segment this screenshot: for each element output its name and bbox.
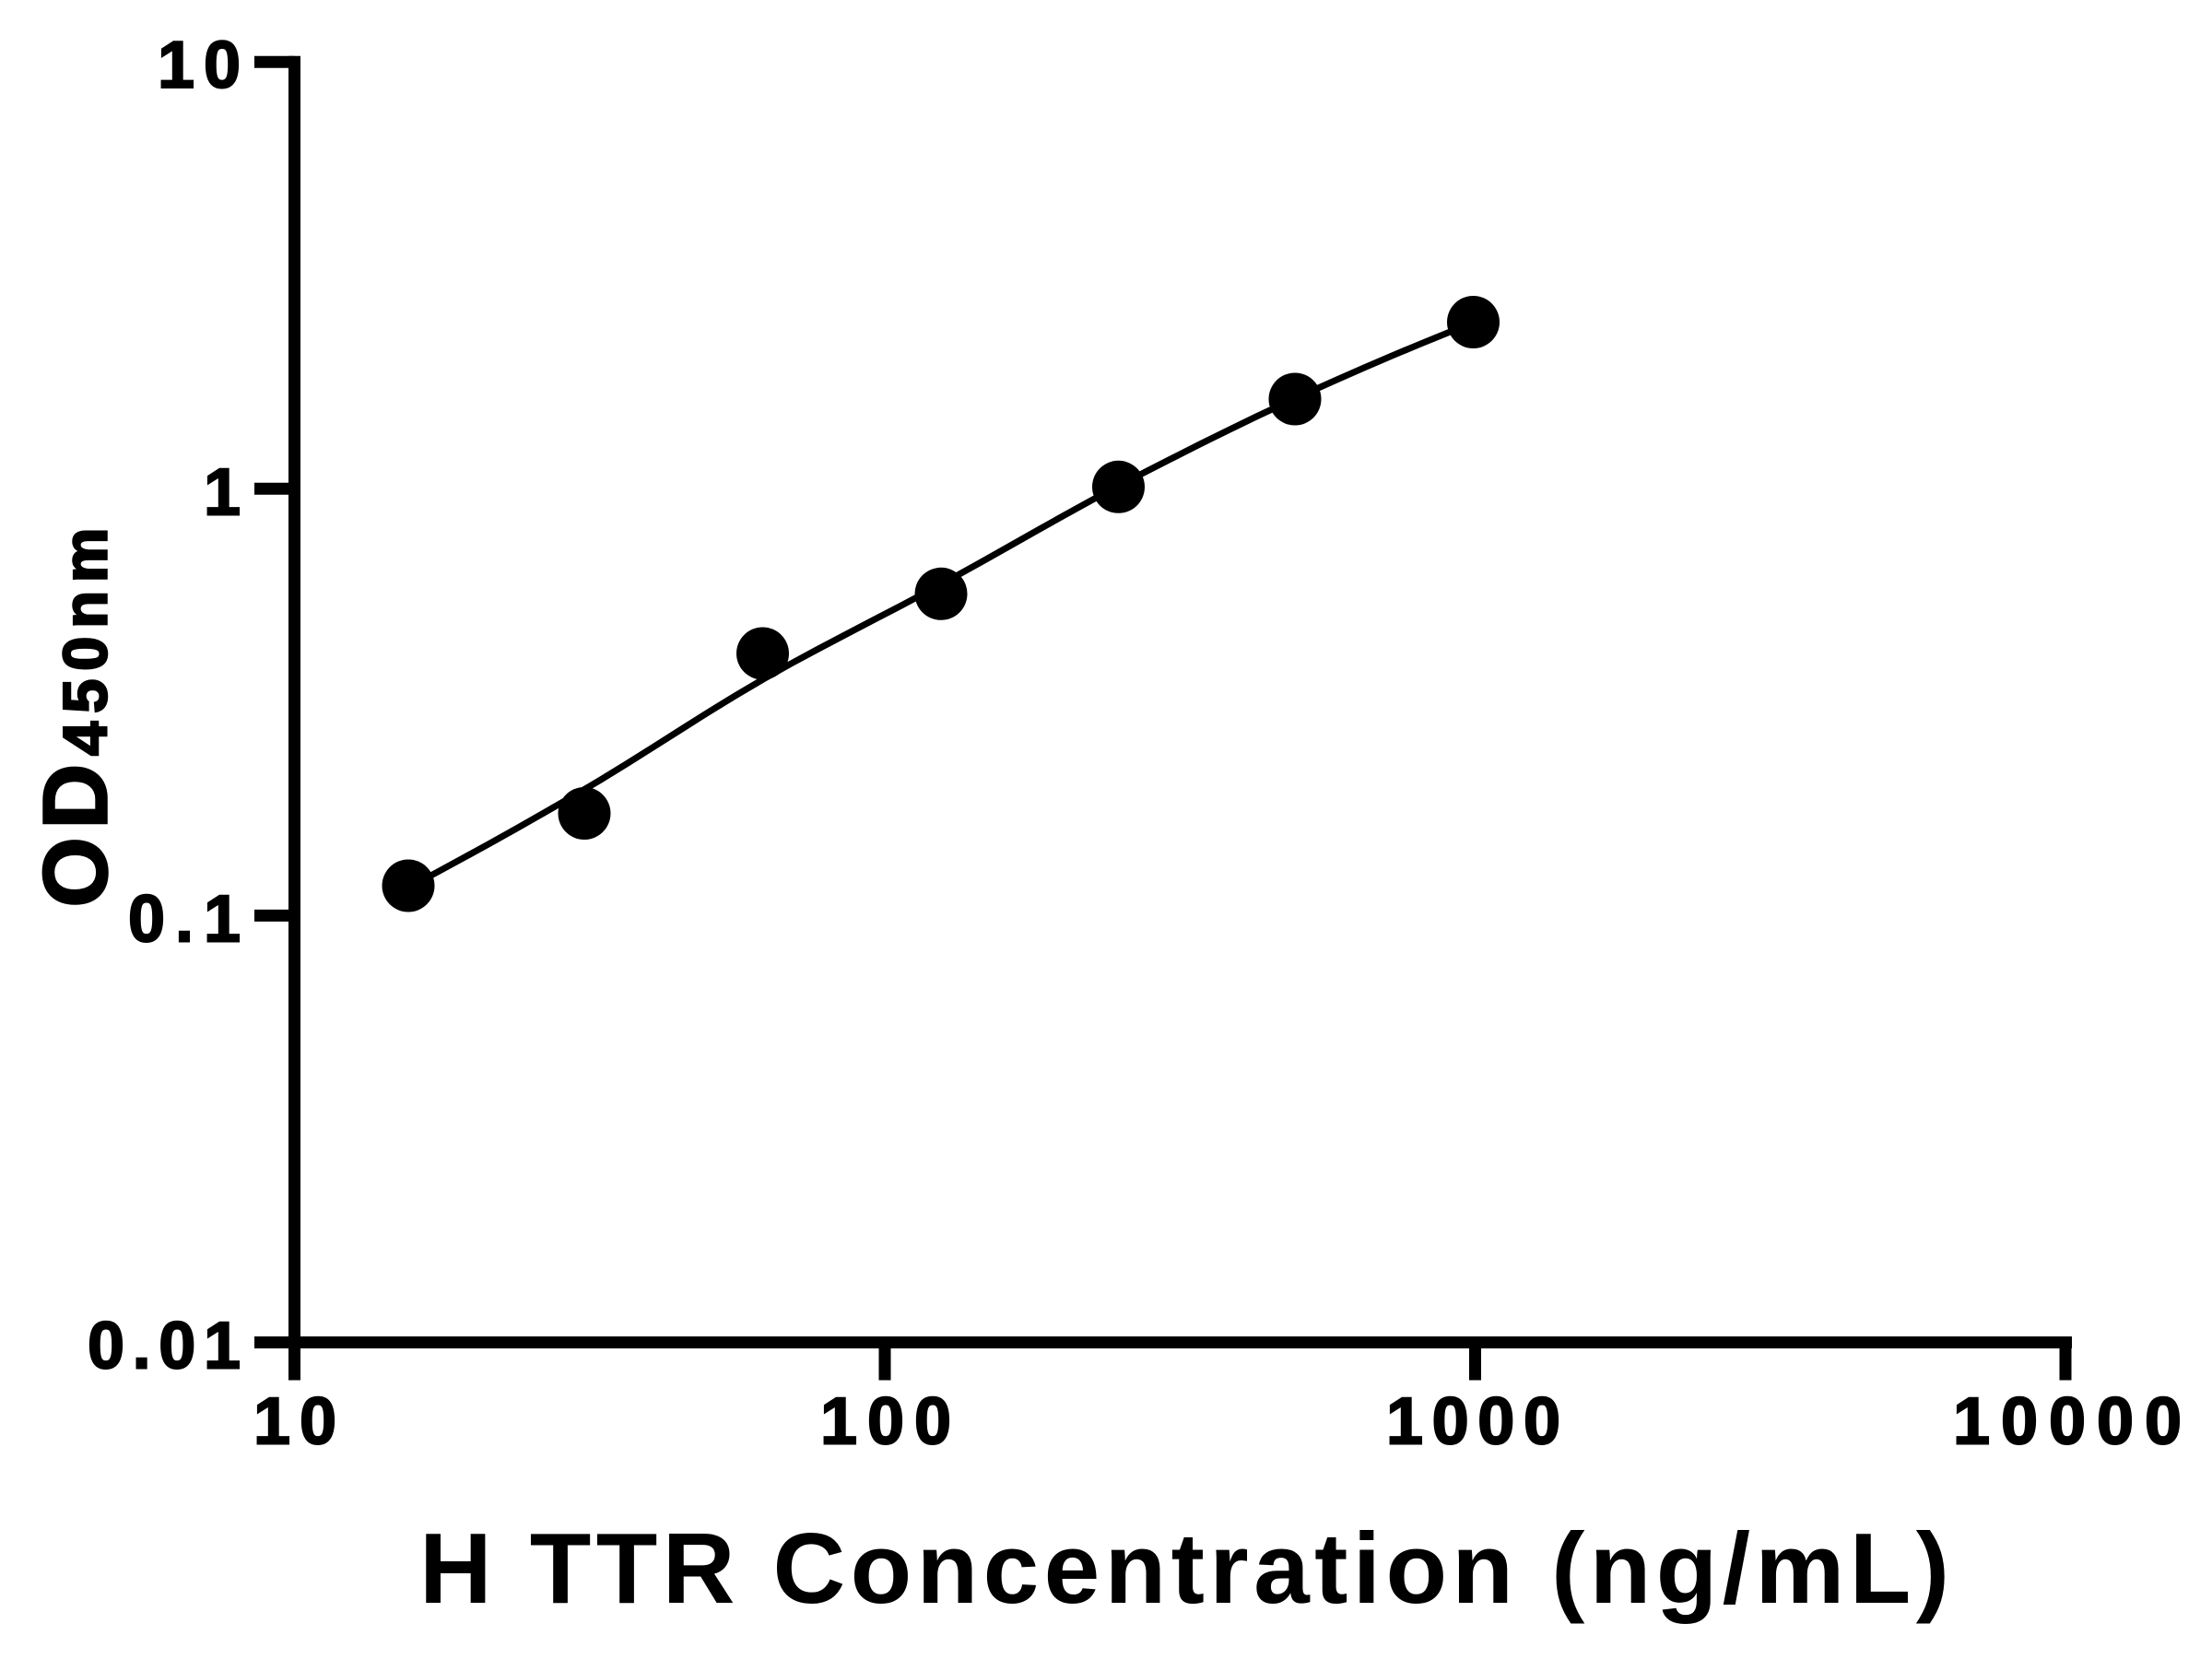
svg-text:0.01: 0.01 [88, 1310, 241, 1383]
svg-text:H TTR Concentration (ng/mL): H TTR Concentration (ng/mL) [419, 1512, 1949, 1625]
svg-text:10000: 10000 [1953, 1385, 2182, 1459]
svg-text:0.1: 0.1 [128, 882, 241, 956]
svg-text:1: 1 [204, 455, 241, 529]
svg-text:100: 100 [820, 1385, 951, 1459]
